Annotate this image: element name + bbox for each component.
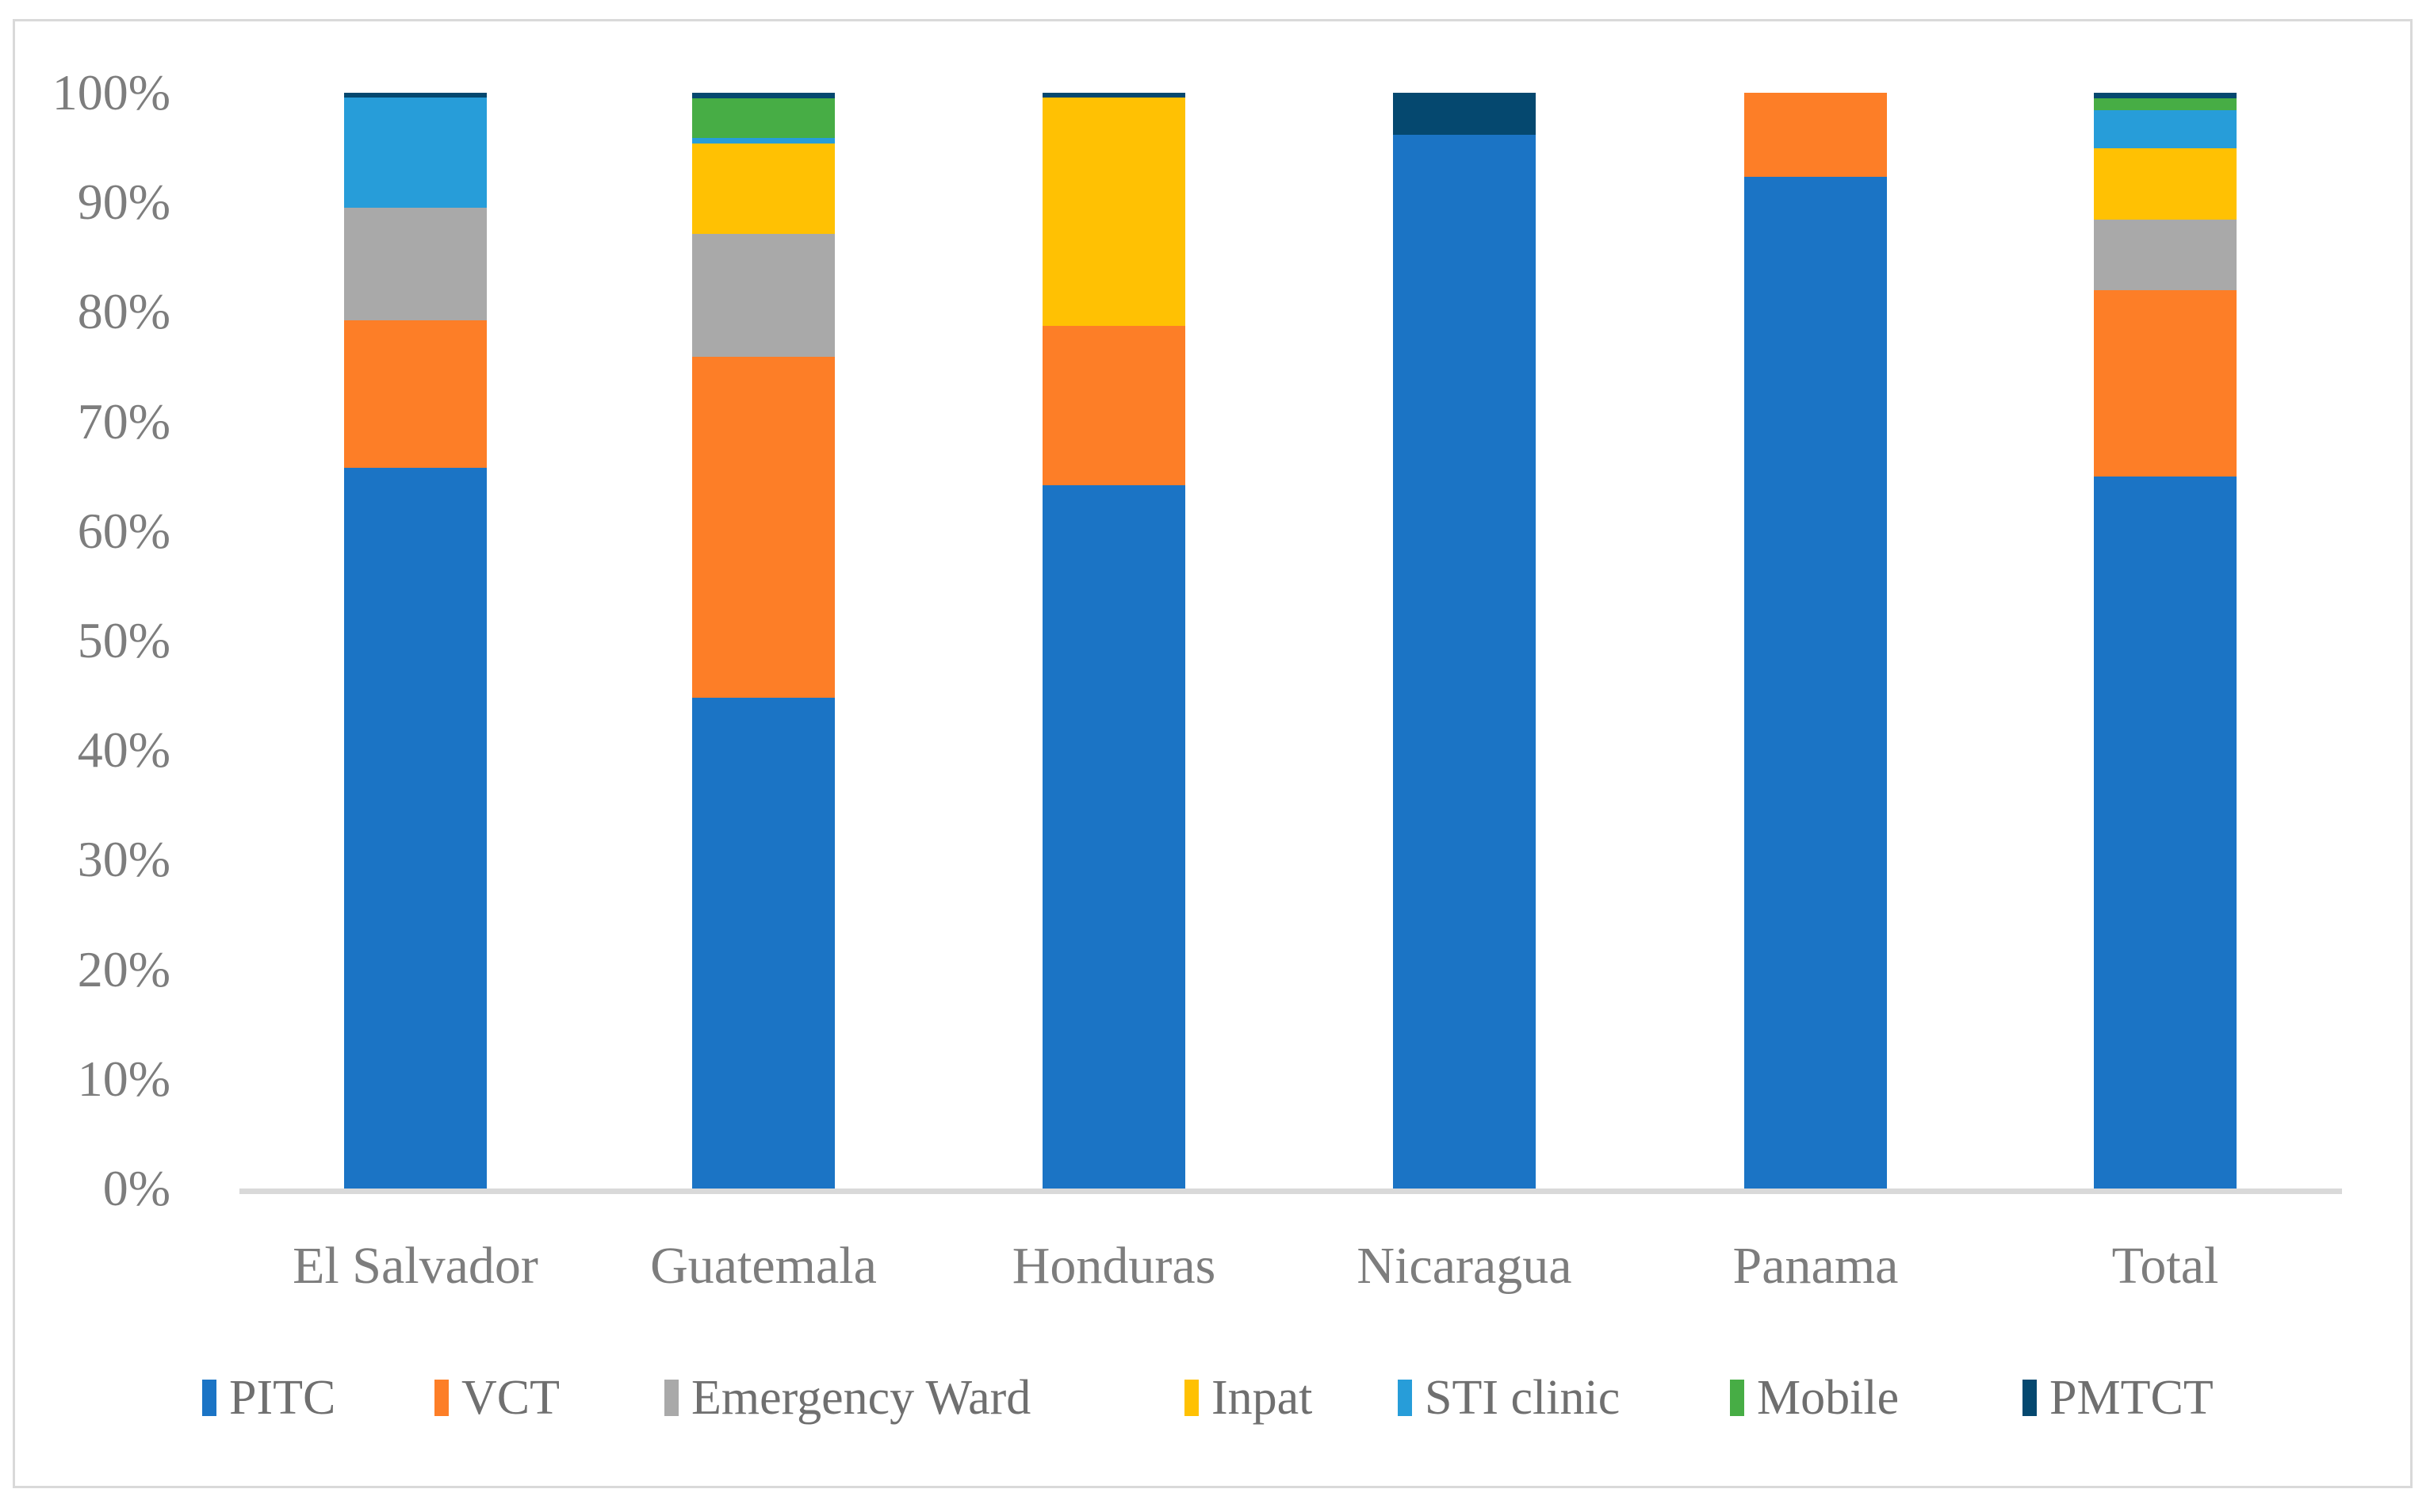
bar-segment-pmtct <box>344 93 487 98</box>
bar-segment-sti-clinic <box>2094 110 2237 149</box>
bar-segment-inpat <box>1043 97 1185 327</box>
bar-segment-pitc <box>1393 134 1536 1189</box>
legend-item-inpat: Inpat <box>1184 1370 1312 1426</box>
category-label-honduras: Honduras <box>1012 1237 1216 1295</box>
legend-label: STI clinic <box>1425 1371 1621 1425</box>
bar-segment-pmtct <box>692 93 835 98</box>
legend-marker-icon <box>2022 1380 2037 1416</box>
y-tick-label: 90% <box>77 174 170 231</box>
bar-segment-emergency-ward <box>692 234 835 358</box>
legend-marker-icon <box>1398 1380 1412 1416</box>
legend-label: Mobile <box>1757 1371 1900 1425</box>
y-tick-label: 0% <box>102 1160 170 1216</box>
stacked-bar-total <box>2094 93 2237 1189</box>
legend-marker-icon <box>1730 1380 1744 1416</box>
bar-segment-pmtct <box>1393 93 1536 135</box>
stacked-bar-honduras <box>1043 93 1185 1189</box>
legend-item-vct: VCT <box>434 1370 560 1426</box>
legend: PITC VCT Emergency Ward Inpat STI clinic Mobi… <box>0 1370 2430 1426</box>
bar-segment-pitc <box>1744 177 1887 1189</box>
category-label-panama: Panama <box>1732 1237 1899 1295</box>
y-tick-label: 70% <box>77 392 170 450</box>
bar-segment-mobile <box>692 98 835 138</box>
legend-marker-icon <box>1184 1380 1199 1416</box>
bar-segment-pmtct <box>1043 93 1185 98</box>
legend-marker-icon <box>664 1380 679 1416</box>
y-tick-label: 80% <box>77 283 170 340</box>
y-tick-label: 10% <box>77 1050 170 1107</box>
category-label-guatemala: Guatemala <box>650 1237 877 1295</box>
y-tick-label: 100% <box>52 64 170 121</box>
stacked-bar-panama <box>1744 93 1887 1189</box>
bar-segment-emergency-ward <box>2094 220 2237 290</box>
x-axis-line <box>239 1189 2342 1194</box>
bar-segment-mobile <box>2094 98 2237 111</box>
legend-item-sti-clinic: STI clinic <box>1398 1370 1620 1426</box>
y-tick-label: 30% <box>77 831 170 888</box>
bar-segment-vct <box>692 357 835 698</box>
legend-label: PITC <box>229 1371 336 1425</box>
legend-item-emergency-ward: Emergency Ward <box>664 1370 1031 1426</box>
category-label-el-salvador: El Salvador <box>293 1237 538 1295</box>
bar-segment-sti-clinic <box>344 97 487 209</box>
y-tick-label: 40% <box>77 722 170 779</box>
y-tick-label: 50% <box>77 612 170 668</box>
plot-area <box>0 93 2430 1189</box>
y-tick-label: 20% <box>77 940 170 997</box>
bar-segment-vct <box>1043 326 1185 485</box>
legend-label: Emergency Ward <box>691 1371 1031 1425</box>
bar-segment-inpat <box>2094 148 2237 220</box>
bar-segment-pitc <box>344 467 487 1189</box>
category-label-total: Total <box>2111 1237 2219 1295</box>
stacked-bar-guatemala <box>692 93 835 1189</box>
legend-label: PMTCT <box>2049 1371 2214 1425</box>
legend-label: Inpat <box>1211 1371 1313 1425</box>
bar-segment-pmtct <box>2094 93 2237 98</box>
legend-label: VCT <box>461 1371 560 1425</box>
legend-item-mobile: Mobile <box>1730 1370 1899 1426</box>
bar-segment-pitc <box>2094 476 2237 1189</box>
stacked-bar-el-salvador <box>344 93 487 1189</box>
category-label-nicaragua: Nicaragua <box>1357 1237 1572 1295</box>
bar-segment-sti-clinic <box>692 137 835 144</box>
bar-segment-vct <box>2094 289 2237 477</box>
bar-segment-vct <box>344 320 487 468</box>
legend-item-pitc: PITC <box>202 1370 335 1426</box>
stacked-bar-nicaragua <box>1393 93 1536 1189</box>
bar-segment-emergency-ward <box>344 208 487 321</box>
bar-segment-pitc <box>1043 484 1185 1189</box>
y-tick-label: 60% <box>77 502 170 559</box>
legend-marker-icon <box>202 1380 216 1416</box>
legend-marker-icon <box>434 1380 449 1416</box>
bar-segment-vct <box>1744 93 1887 178</box>
bar-segment-inpat <box>692 143 835 235</box>
bar-segment-pitc <box>692 697 835 1189</box>
legend-item-pmtct: PMTCT <box>2022 1370 2214 1426</box>
